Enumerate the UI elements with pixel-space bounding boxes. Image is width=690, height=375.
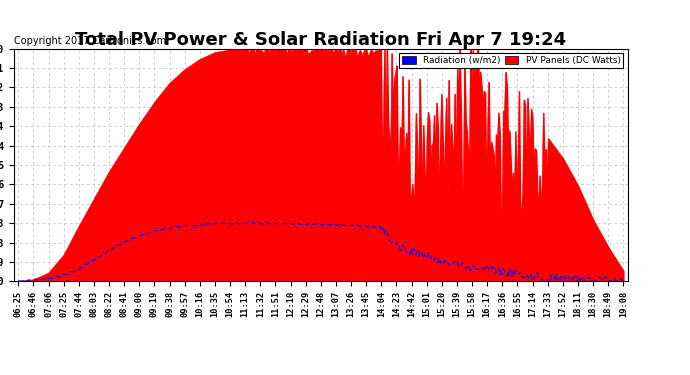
Title: Total PV Power & Solar Radiation Fri Apr 7 19:24: Total PV Power & Solar Radiation Fri Apr… (75, 31, 566, 49)
Legend: Radiation (w/m2), PV Panels (DC Watts): Radiation (w/m2), PV Panels (DC Watts) (400, 53, 623, 68)
Text: Copyright 2017 Cartronics.com: Copyright 2017 Cartronics.com (14, 36, 166, 46)
